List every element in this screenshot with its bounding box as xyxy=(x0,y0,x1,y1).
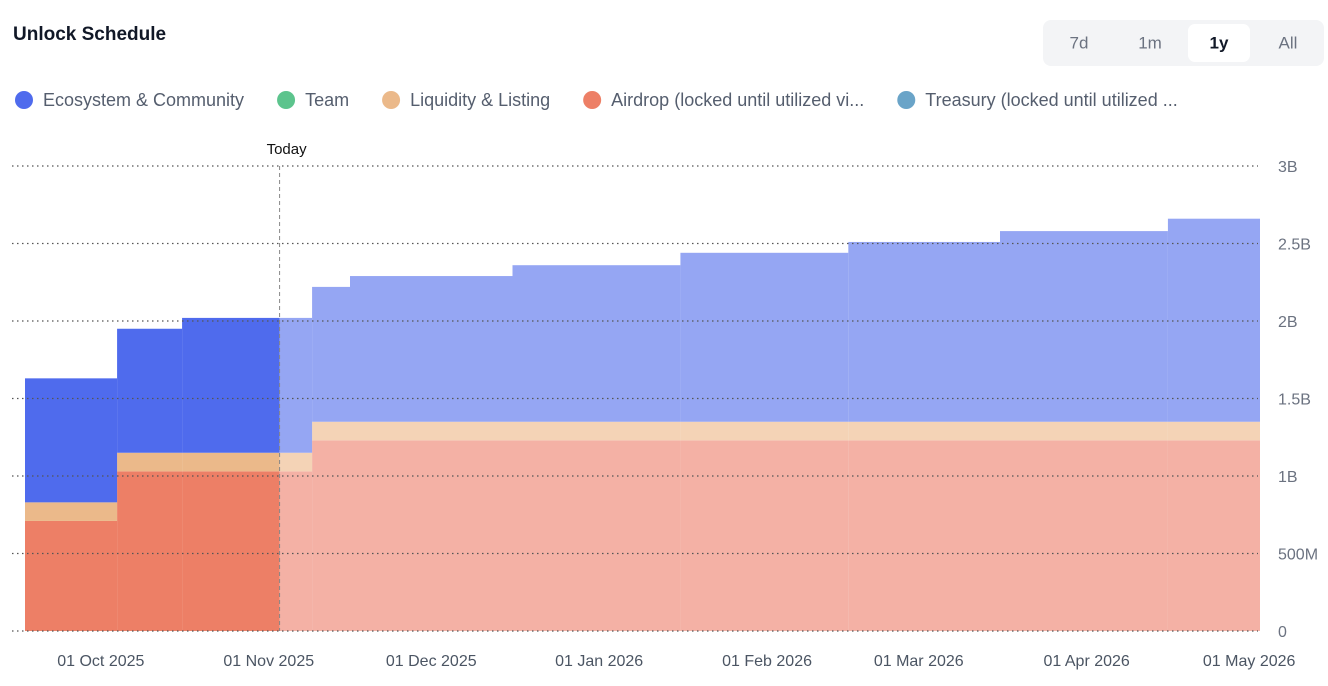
range-selector xyxy=(1043,20,1324,66)
area-step xyxy=(312,440,350,631)
area-step xyxy=(312,286,350,422)
area-step xyxy=(680,421,849,441)
area-step xyxy=(680,440,849,631)
today-label: Today xyxy=(267,141,308,158)
y-tick-label: 0 xyxy=(1278,624,1287,641)
area-step xyxy=(350,440,513,631)
y-tick-label: 1.5B xyxy=(1278,392,1311,409)
legend-swatch xyxy=(382,91,401,109)
legend-swatch xyxy=(277,91,296,109)
area-step xyxy=(117,328,183,453)
chart-title: Unlock Schedule xyxy=(13,24,166,45)
legend-label: Ecosystem & Community xyxy=(43,90,244,110)
area-step xyxy=(182,452,280,472)
area-step xyxy=(1000,440,1168,631)
legend-swatch xyxy=(897,91,916,109)
y-tick-label: 2.5B xyxy=(1278,237,1311,254)
area-step xyxy=(182,317,280,453)
y-tick-label: 3B xyxy=(1278,159,1298,176)
legend-item[interactable]: Liquidity & Listing xyxy=(382,90,550,110)
range-button-bg[interactable] xyxy=(1188,24,1250,62)
area-step xyxy=(848,241,1000,422)
area-step xyxy=(350,276,513,422)
area-step xyxy=(25,520,118,631)
legend-item[interactable]: Treasury (locked until utilized ... xyxy=(897,90,1178,110)
area-step xyxy=(117,471,183,631)
legend-label: Liquidity & Listing xyxy=(410,90,550,110)
x-tick-label: 01 Mar 2026 xyxy=(874,653,964,670)
area-step xyxy=(1167,440,1260,631)
area-step xyxy=(25,378,118,503)
area-step xyxy=(279,317,313,453)
area-step xyxy=(117,452,183,472)
area-step xyxy=(279,471,313,631)
legend-swatch xyxy=(15,91,33,109)
legend-label: Team xyxy=(305,90,349,110)
range-button[interactable]: All xyxy=(1279,33,1298,52)
x-tick-label: 01 Dec 2025 xyxy=(386,653,477,670)
y-tick-label: 500M xyxy=(1278,547,1318,564)
y-tick-label: 2B xyxy=(1278,314,1298,331)
legend-item[interactable]: Airdrop (locked until utilized vi... xyxy=(583,90,864,110)
x-tick-label: 01 Jan 2026 xyxy=(555,653,643,670)
legend-label: Airdrop (locked until utilized vi... xyxy=(611,90,864,110)
area-step xyxy=(25,502,118,521)
area-step xyxy=(1167,421,1260,441)
x-tick-label: 01 May 2026 xyxy=(1203,653,1296,670)
legend-swatch xyxy=(583,91,602,109)
area-step xyxy=(512,265,681,422)
x-tick-label: 01 Apr 2026 xyxy=(1044,653,1130,670)
area-step xyxy=(848,421,1000,441)
area-step xyxy=(279,452,313,472)
legend-label: Treasury (locked until utilized ... xyxy=(925,90,1177,110)
area-step xyxy=(312,421,350,441)
area-step xyxy=(512,440,681,631)
area-step xyxy=(512,421,681,441)
range-button[interactable]: 1m xyxy=(1138,33,1162,52)
area-step xyxy=(350,421,513,441)
y-tick-label: 1B xyxy=(1278,469,1298,486)
x-tick-label: 01 Feb 2026 xyxy=(722,653,812,670)
area-step xyxy=(1167,218,1260,422)
area-step xyxy=(182,471,280,631)
area-step xyxy=(680,252,849,422)
x-tick-label: 01 Oct 2025 xyxy=(57,653,144,670)
legend-item[interactable]: Team xyxy=(277,90,349,110)
area-step xyxy=(1000,231,1168,422)
range-button[interactable]: 7d xyxy=(1070,33,1089,52)
legend-item[interactable]: Ecosystem & Community xyxy=(15,90,244,110)
range-button[interactable]: 1y xyxy=(1210,33,1229,52)
area-step xyxy=(848,440,1000,631)
x-tick-label: 01 Nov 2025 xyxy=(223,653,314,670)
area-step xyxy=(1000,421,1168,441)
